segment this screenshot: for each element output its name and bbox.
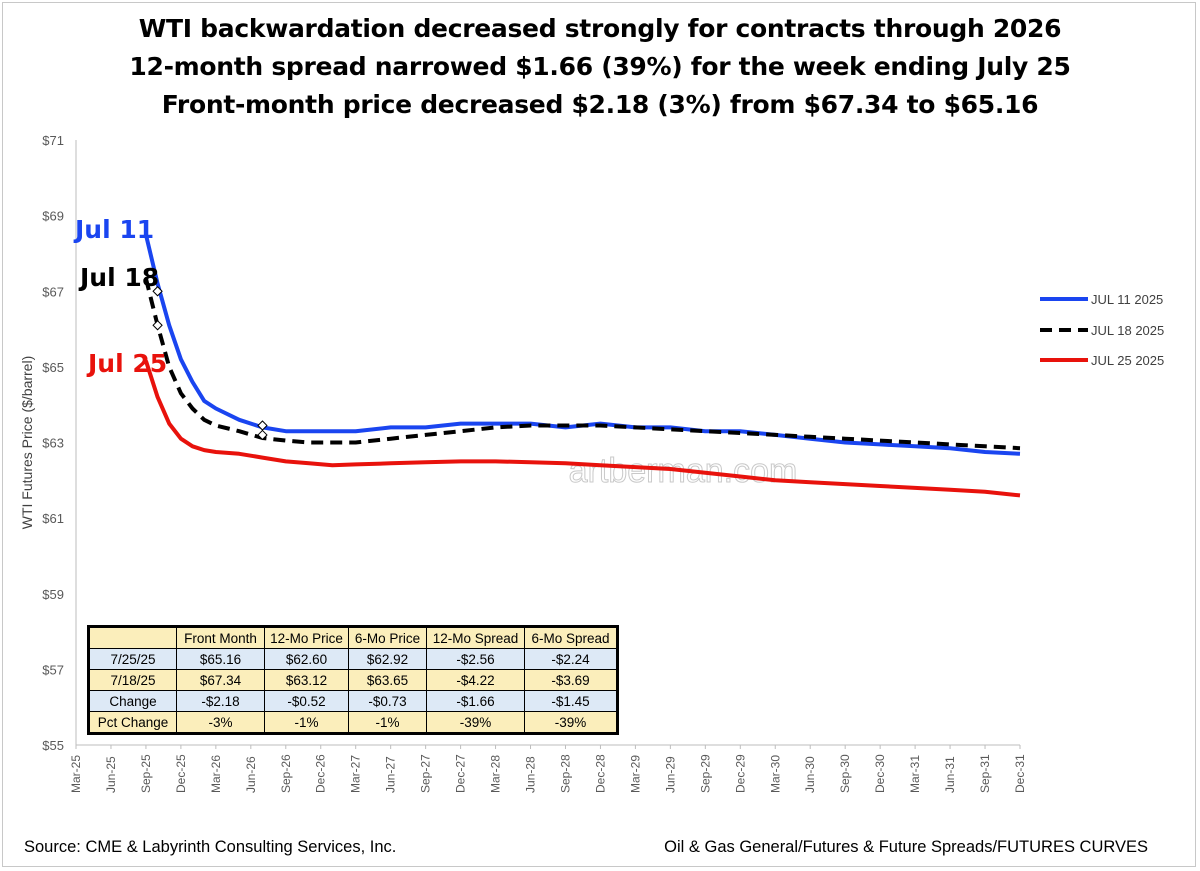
x-tick-label: Mar-25 — [69, 755, 83, 793]
chart-title-line-2: 12-month spread narrowed $1.66 (39%) for… — [129, 52, 1071, 81]
chart-title-line-1: WTI backwardation decreased strongly for… — [138, 14, 1062, 43]
table-cell: $63.65 — [348, 669, 427, 691]
chart-title-line-3: Front-month price decreased $2.18 (3%) f… — [161, 90, 1039, 119]
x-tick-label: Mar-31 — [908, 755, 922, 793]
x-tick-label: Mar-27 — [349, 755, 363, 793]
x-tick-label: Sep-30 — [838, 754, 852, 793]
legend-label: JUL 18 2025 — [1091, 323, 1164, 338]
x-tick-label: Sep-31 — [978, 754, 992, 793]
table-cell: $67.34 — [176, 669, 265, 691]
table-cell: -$0.73 — [348, 690, 427, 712]
x-tick-label: Sep-27 — [419, 754, 433, 793]
data-marker — [152, 286, 163, 297]
data-marker — [152, 320, 163, 331]
legend-label: JUL 11 2025 — [1091, 292, 1163, 307]
x-tick-label: Dec-31 — [1013, 754, 1027, 793]
table-cell: Pct Change — [89, 711, 177, 733]
legend-label: JUL 25 2025 — [1091, 353, 1164, 368]
y-tick-label: $55 — [42, 738, 64, 753]
x-tick-label: Mar-29 — [628, 755, 642, 793]
table-cell: -$2.18 — [176, 690, 265, 712]
table-header-cell: 12-Mo Spread — [426, 627, 525, 649]
table-cell: -39% — [426, 711, 525, 733]
x-tick-label: Jun-29 — [663, 756, 677, 793]
table-cell: 7/25/25 — [89, 648, 177, 670]
series-label: Jul 18 — [78, 263, 159, 292]
table-cell: -$2.56 — [426, 648, 525, 670]
x-tick-label: Sep-26 — [279, 754, 293, 793]
x-tick-label: Dec-27 — [454, 754, 468, 793]
table-cell: -39% — [524, 711, 617, 733]
x-tick-label: Sep-29 — [698, 754, 712, 793]
x-tick-label: Jun-27 — [384, 756, 398, 793]
table-cell: Change — [89, 690, 177, 712]
table-cell: $65.16 — [176, 648, 265, 670]
y-axis-label: WTI Futures Price ($/barrel) — [19, 356, 35, 529]
table-cell: -1% — [348, 711, 427, 733]
table-cell: $62.92 — [348, 648, 427, 670]
y-tick-label: $69 — [42, 209, 64, 224]
table-cell: -3% — [176, 711, 265, 733]
table-cell: $63.12 — [264, 669, 349, 691]
series-label: Jul 11 — [73, 215, 154, 244]
x-tick-label: Mar-28 — [489, 755, 503, 793]
table-header-cell: 6-Mo Spread — [524, 627, 617, 649]
table-cell: $62.60 — [264, 648, 349, 670]
x-tick-label: Jun-26 — [244, 756, 258, 793]
y-tick-label: $67 — [42, 284, 64, 299]
table-row: 7/18/25 $67.34 $63.12 $63.65 -$4.22 -$3.… — [89, 669, 617, 691]
table-cell: -$1.66 — [426, 690, 525, 712]
x-tick-label: Dec-29 — [733, 754, 747, 793]
category-path: Oil & Gas General/Futures & Future Sprea… — [664, 838, 1148, 856]
summary-table: Front Month 12-Mo Price 6-Mo Price 12-Mo… — [87, 625, 619, 740]
x-tick-label: Sep-25 — [139, 754, 153, 793]
y-tick-label: $59 — [42, 587, 64, 602]
source-note: Source: CME & Labyrinth Consulting Servi… — [24, 838, 397, 856]
table-header-cell: 12-Mo Price — [264, 627, 349, 649]
table-row: 7/25/25 $65.16 $62.60 $62.92 -$2.56 -$2.… — [89, 648, 617, 670]
series-line-jul-11-2025 — [143, 234, 1021, 456]
x-tick-label: Dec-26 — [314, 754, 328, 793]
table-header-cell: 6-Mo Price — [348, 627, 427, 649]
table-cell: -$3.69 — [524, 669, 617, 691]
x-tick-label: Sep-28 — [558, 754, 572, 793]
x-tick-label: Mar-26 — [209, 755, 223, 793]
table-header-cell: Front Month — [176, 627, 265, 649]
series-line-jul-25-2025 — [143, 360, 1021, 498]
y-tick-label: $65 — [42, 360, 64, 375]
x-tick-label: Jun-31 — [943, 756, 957, 793]
x-tick-label: Jun-28 — [524, 756, 538, 793]
x-tick-label: Mar-30 — [768, 755, 782, 793]
table-cell: -$2.24 — [524, 648, 617, 670]
x-tick-label: Dec-30 — [873, 754, 887, 793]
table-header-row: Front Month 12-Mo Price 6-Mo Price 12-Mo… — [89, 627, 617, 649]
x-tick-label: Dec-25 — [174, 754, 188, 793]
x-tick-label: Dec-28 — [593, 754, 607, 793]
table-row: Change -$2.18 -$0.52 -$0.73 -$1.66 -$1.4… — [89, 690, 617, 712]
data-marker — [257, 429, 268, 441]
y-tick-label: $61 — [42, 511, 64, 526]
table-row: Pct Change -3% -1% -1% -39% -39% — [89, 711, 617, 733]
y-tick-label: $63 — [42, 436, 64, 451]
table-cell: -$0.52 — [264, 690, 349, 712]
table-cell: -$4.22 — [426, 669, 525, 691]
y-tick-label: $71 — [42, 133, 64, 148]
table-cell: -1% — [264, 711, 349, 733]
x-tick-label: Jun-30 — [803, 756, 817, 793]
x-tick-label: Jun-25 — [104, 756, 118, 793]
series-line-jul-18-2025 — [143, 277, 1021, 451]
y-tick-label: $57 — [42, 662, 64, 677]
series-label: Jul 25 — [86, 349, 167, 378]
table-cell: 7/18/25 — [89, 669, 177, 691]
table-header-cell — [89, 627, 177, 649]
table-cell: -$1.45 — [524, 690, 617, 712]
